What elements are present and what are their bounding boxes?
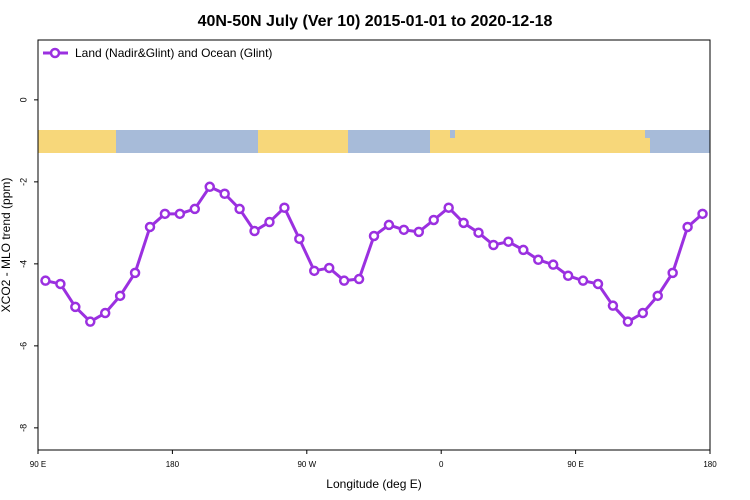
point: [85, 316, 96, 327]
point: [697, 208, 708, 220]
land-band: [430, 130, 450, 153]
point: [219, 188, 230, 199]
point: [398, 224, 410, 236]
point: [114, 290, 126, 302]
point: [458, 217, 469, 229]
point: [428, 214, 439, 226]
land-band: [450, 138, 650, 153]
x-axis-label: Longitude (deg E): [326, 477, 421, 491]
point: [383, 219, 395, 231]
point: [129, 267, 141, 279]
point: [518, 244, 529, 256]
map-strip: [38, 130, 710, 153]
point: [473, 227, 484, 238]
x-tick-label: 0: [439, 460, 444, 469]
y-tick-label: -8: [18, 424, 28, 432]
point: [279, 202, 290, 213]
point: [99, 307, 111, 319]
point: [40, 275, 51, 286]
x-tick-label: 90 E: [567, 460, 583, 469]
y-tick-label: 0: [18, 97, 28, 102]
point: [443, 202, 454, 213]
point: [159, 208, 171, 220]
y-axis-label: XCO2 - MLO trend (ppm): [0, 178, 13, 313]
point: [682, 221, 693, 233]
point: [234, 203, 245, 215]
point: [413, 226, 425, 238]
point: [294, 233, 305, 245]
land-band: [258, 130, 348, 153]
point: [264, 216, 275, 228]
point: [353, 273, 365, 285]
point: [503, 236, 514, 247]
point: [652, 290, 663, 302]
point: [667, 267, 678, 279]
point: [70, 301, 81, 313]
land-band: [38, 130, 116, 153]
chart-title: 40N-50N July (Ver 10) 2015-01-01 to 2020…: [198, 13, 553, 30]
series-line: [45, 184, 704, 324]
land-band: [455, 130, 645, 138]
point: [55, 278, 66, 290]
point: [562, 270, 574, 281]
point: [622, 316, 634, 327]
point: [637, 307, 649, 319]
point: [144, 221, 156, 233]
x-tick-label: 180: [166, 460, 180, 469]
x-tick-label: 180: [703, 460, 717, 469]
point: [249, 225, 260, 237]
point: [592, 278, 604, 290]
point: [309, 265, 320, 277]
legend-marker: [49, 47, 61, 59]
point: [488, 239, 499, 251]
plot-frame: [37, 39, 711, 451]
y-tick-label: -2: [18, 178, 28, 186]
point: [533, 254, 544, 266]
legend-label: Land (Nadir&Glint) and Ocean (Glint): [75, 46, 272, 60]
point: [607, 300, 619, 311]
x-tick-label: 90 E: [30, 460, 46, 469]
point: [189, 203, 201, 215]
x-tick-label: 90 W: [297, 460, 316, 469]
point: [338, 275, 350, 286]
point: [547, 259, 559, 270]
point: [577, 275, 589, 286]
point: [174, 208, 186, 220]
point: [368, 230, 380, 242]
point: [204, 181, 215, 193]
point: [323, 262, 335, 274]
y-tick-label: -4: [18, 260, 28, 268]
y-tick-label: -6: [18, 342, 28, 350]
